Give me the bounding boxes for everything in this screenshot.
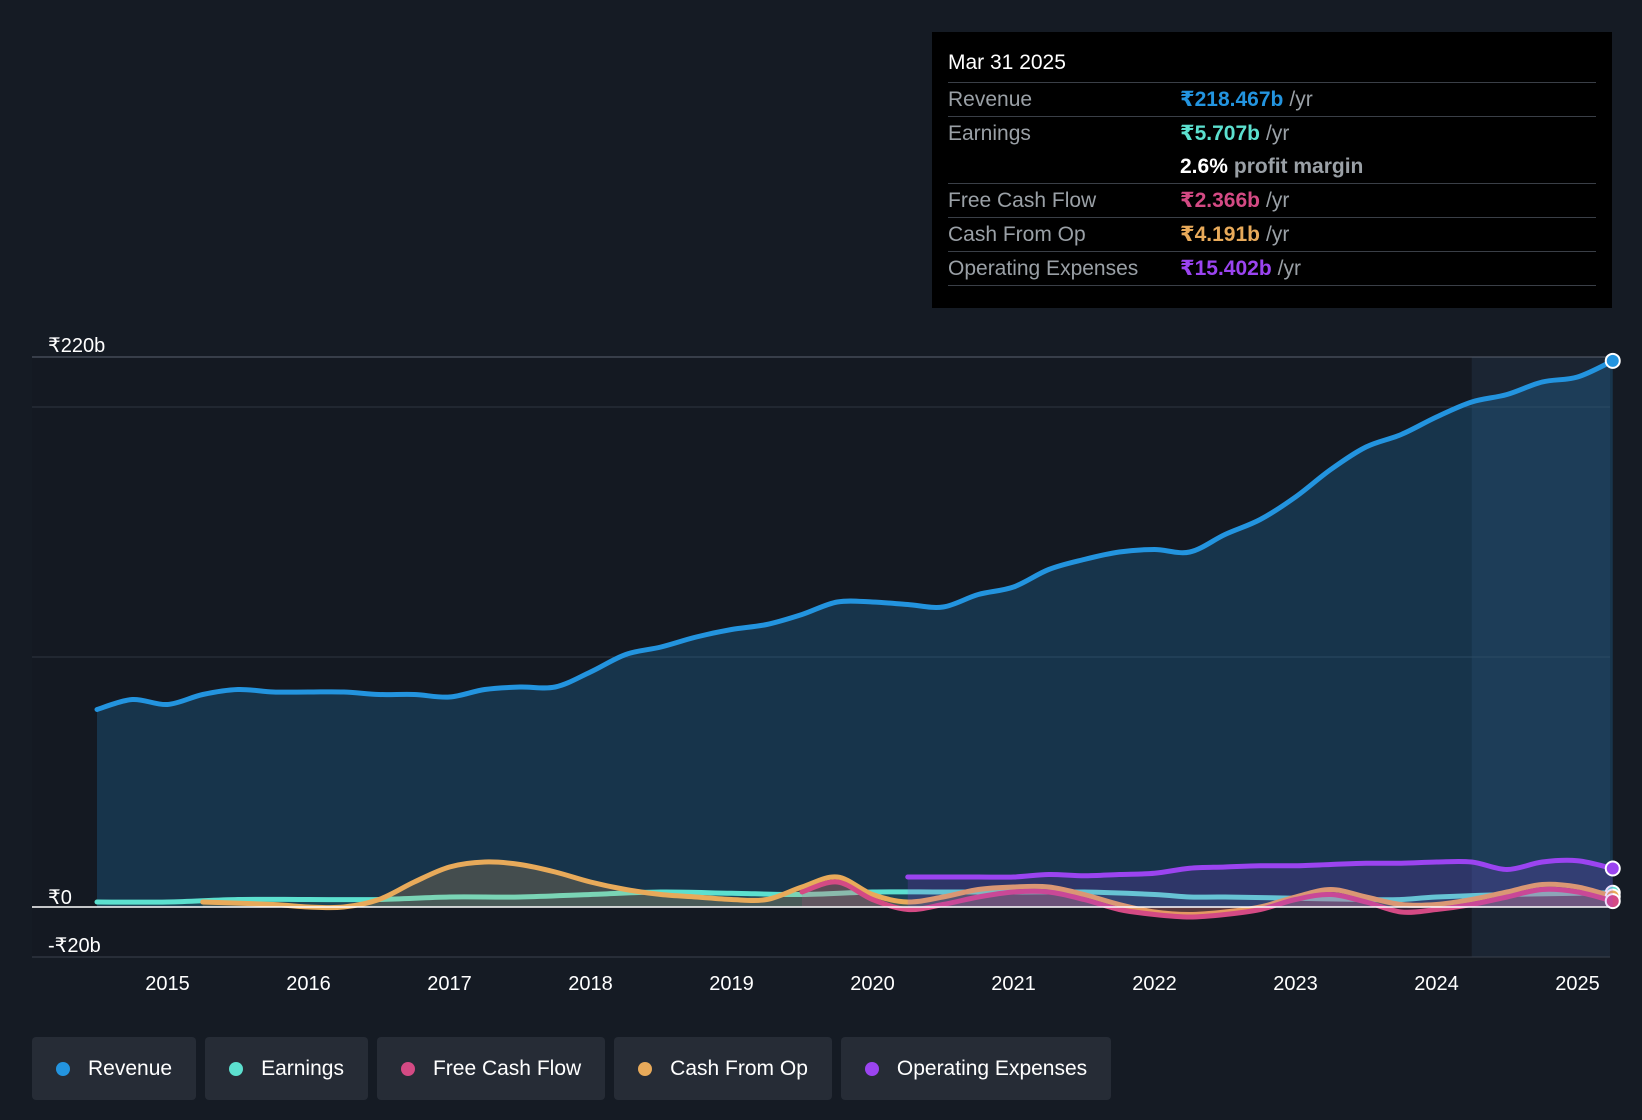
y-tick-label: -₹20b <box>48 935 101 957</box>
tooltip-value: ₹15.402b <box>1180 257 1272 280</box>
legend-item-operating-expenses[interactable]: Operating Expenses <box>840 1037 1112 1100</box>
legend-label: Revenue <box>88 1056 173 1080</box>
tooltip-value: ₹4.191b <box>1180 223 1260 246</box>
x-tick-label: 2016 <box>286 973 331 995</box>
legend: Revenue Earnings Free Cash Flow Cash Fro… <box>32 1037 1112 1100</box>
tooltip-value: ₹2.366b <box>1180 189 1260 212</box>
earnings-area <box>97 891 1613 907</box>
tooltip-label: Revenue <box>948 88 1033 111</box>
free-cash-flow-area <box>802 881 1613 917</box>
tooltip-value: ₹5.707b <box>1180 122 1260 145</box>
x-tick-label: 2025 <box>1555 973 1600 995</box>
revenue-area <box>97 360 1613 907</box>
operating-expenses-area <box>907 860 1613 907</box>
legend-item-revenue[interactable]: Revenue <box>32 1037 197 1100</box>
y-tick-label: ₹220b <box>48 335 105 357</box>
tooltip-unit: /yr <box>1266 189 1290 212</box>
tooltip-unit: /yr <box>1289 88 1313 111</box>
y-tick-label: ₹0 <box>48 887 72 909</box>
operating-expenses-line <box>905 857 1616 880</box>
dot-icon <box>56 1061 70 1076</box>
x-tick-label: 2021 <box>991 973 1036 995</box>
cash-from-op-area <box>202 861 1613 915</box>
tooltip-row-revenue: Revenue ₹218.467b /yr <box>948 83 1596 117</box>
dot-icon <box>400 1061 415 1076</box>
x-tick-label: 2024 <box>1414 973 1459 995</box>
free-cash-flow-line <box>799 879 1616 920</box>
dot-icon <box>638 1061 653 1076</box>
tooltip-value: 2.6% <box>1180 155 1228 178</box>
legend-item-earnings[interactable]: Earnings <box>205 1037 368 1100</box>
x-tick-label: 2022 <box>1132 973 1177 995</box>
free-cash-flow-end-marker <box>1604 893 1621 910</box>
legend-item-free-cash-flow[interactable]: Free Cash Flow <box>376 1037 606 1100</box>
revenue-line <box>94 358 1616 712</box>
tooltip-row-free-cash-flow: Free Cash Flow ₹2.366b /yr <box>948 184 1596 218</box>
legend-label: Earnings <box>261 1056 344 1080</box>
legend-label: Cash From Op <box>670 1056 808 1080</box>
x-tick-label: 2019 <box>709 973 754 995</box>
x-tick-label: 2023 <box>1273 973 1318 995</box>
legend-label: Operating Expenses <box>896 1056 1088 1080</box>
tooltip-row-cash-from-op: Cash From Op ₹4.191b /yr <box>948 218 1596 252</box>
cash-from-op-line <box>200 859 1616 917</box>
operating-expenses-end-marker <box>1604 860 1621 877</box>
tooltip-label <box>948 150 1180 183</box>
tooltip-unit: profit margin <box>1233 155 1364 178</box>
tooltip-unit: /yr <box>1277 257 1301 280</box>
tooltip-label: Free Cash Flow <box>948 189 1097 212</box>
tooltip: Mar 31 2025 Revenue ₹218.467b /yr Earnin… <box>932 32 1612 308</box>
x-tick-label: 2015 <box>145 973 190 995</box>
x-tick-label: 2017 <box>427 973 472 995</box>
tooltip-label: Cash From Op <box>948 223 1086 246</box>
x-tick-label: 2020 <box>850 973 895 995</box>
tooltip-row-earnings: Earnings ₹5.707b /yr <box>948 117 1596 150</box>
tooltip-unit: /yr <box>1266 122 1290 145</box>
x-tick-label: 2018 <box>568 973 613 995</box>
tooltip-date: Mar 31 2025 <box>948 46 1596 83</box>
tooltip-unit: /yr <box>1266 223 1290 246</box>
legend-item-cash-from-op[interactable]: Cash From Op <box>614 1037 832 1100</box>
tooltip-value: ₹218.467b <box>1180 88 1284 111</box>
revenue-end-marker <box>1604 352 1621 369</box>
dot-icon <box>864 1061 879 1076</box>
tooltip-label: Operating Expenses <box>948 257 1139 280</box>
tooltip-row-profit-margin: 2.6% profit margin <box>948 150 1596 184</box>
tooltip-row-operating-expenses: Operating Expenses ₹15.402b /yr <box>948 252 1596 286</box>
tooltip-label: Earnings <box>948 122 1031 145</box>
legend-label: Free Cash Flow <box>432 1056 582 1080</box>
dot-icon <box>229 1061 244 1076</box>
